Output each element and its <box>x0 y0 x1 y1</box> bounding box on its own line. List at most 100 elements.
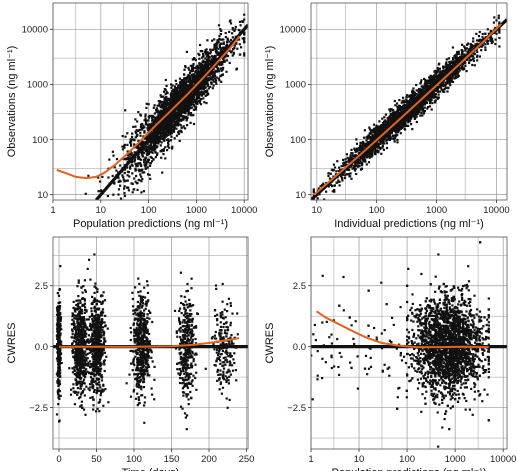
data-point <box>220 29 223 32</box>
data-point <box>203 83 206 86</box>
data-point <box>213 47 216 50</box>
data-point <box>450 62 453 65</box>
data-point <box>409 98 412 101</box>
data-point <box>165 131 168 134</box>
data-point <box>212 74 215 77</box>
data-point <box>123 194 127 197</box>
data-point <box>453 70 456 73</box>
data-point <box>129 140 132 143</box>
data-point <box>162 95 165 98</box>
data-point <box>167 143 170 146</box>
data-point <box>189 77 192 80</box>
data-point <box>469 59 472 62</box>
data-point <box>156 134 159 137</box>
data-point <box>153 139 156 142</box>
data-point <box>398 99 401 102</box>
data-point <box>142 135 145 138</box>
data-point <box>177 120 180 123</box>
data-point <box>478 30 481 34</box>
data-point <box>198 57 201 60</box>
data-point <box>411 114 414 117</box>
data-point <box>457 68 461 71</box>
data-point <box>156 152 159 155</box>
data-point <box>415 89 418 92</box>
data-point <box>209 72 212 76</box>
data-point <box>190 73 193 76</box>
data-point <box>453 60 456 63</box>
data-point <box>344 158 347 161</box>
data-point <box>180 85 183 88</box>
data-point <box>153 137 156 140</box>
data-point <box>210 78 213 81</box>
data-point <box>222 41 225 44</box>
data-point <box>382 122 385 125</box>
data-point <box>138 170 141 173</box>
data-point <box>341 177 344 180</box>
data-point <box>185 81 188 84</box>
data-point <box>236 47 239 50</box>
data-point <box>170 86 173 89</box>
data-point <box>203 101 206 104</box>
data-point <box>234 25 237 28</box>
data-point <box>143 151 146 155</box>
data-point <box>371 136 374 139</box>
data-point <box>158 135 161 138</box>
data-point <box>393 134 396 137</box>
data-point <box>370 150 373 153</box>
data-point <box>157 115 160 118</box>
data-point <box>217 39 220 42</box>
data-point <box>129 144 133 147</box>
data-point <box>115 169 118 172</box>
data-point <box>464 46 467 49</box>
data-point <box>211 48 214 51</box>
data-point <box>449 76 452 79</box>
data-point <box>365 150 368 153</box>
data-point <box>187 103 190 106</box>
data-point <box>437 90 440 93</box>
data-point <box>207 61 210 64</box>
data-point <box>415 115 418 118</box>
data-point <box>126 158 129 161</box>
data-point <box>181 82 184 85</box>
data-point <box>446 90 449 93</box>
data-point <box>160 126 163 129</box>
data-point <box>204 80 207 83</box>
data-point <box>122 178 125 181</box>
data-point <box>189 69 192 73</box>
data-point <box>193 81 196 84</box>
data-point <box>134 167 137 170</box>
data-point <box>169 139 173 142</box>
data-point <box>185 103 188 106</box>
data-point <box>150 144 153 148</box>
data-point <box>397 107 400 110</box>
plot-area <box>53 3 248 200</box>
x-axis-label: Population predictions (ng ml⁻¹) <box>73 218 228 230</box>
plot-content <box>311 14 507 200</box>
data-point <box>191 97 194 100</box>
data-point <box>430 91 433 94</box>
data-point <box>152 106 155 109</box>
data-point <box>411 98 414 101</box>
data-point <box>209 74 212 77</box>
data-point <box>147 173 150 176</box>
data-point <box>131 132 134 135</box>
data-point <box>125 166 129 169</box>
data-point <box>449 84 452 87</box>
data-point <box>365 156 368 159</box>
data-point <box>172 113 175 116</box>
data-point <box>176 86 179 90</box>
data-point <box>412 87 415 90</box>
data-point <box>396 131 399 134</box>
data-point <box>112 154 115 157</box>
data-point <box>451 46 454 49</box>
data-point <box>178 77 182 80</box>
data-point <box>97 190 100 193</box>
data-point <box>185 84 188 87</box>
data-point <box>187 110 190 114</box>
data-point <box>161 129 164 132</box>
x-tick-label: 10 <box>96 205 107 216</box>
data-point <box>474 43 477 46</box>
data-point <box>210 61 213 64</box>
data-point <box>350 152 353 155</box>
data-point <box>351 157 354 160</box>
